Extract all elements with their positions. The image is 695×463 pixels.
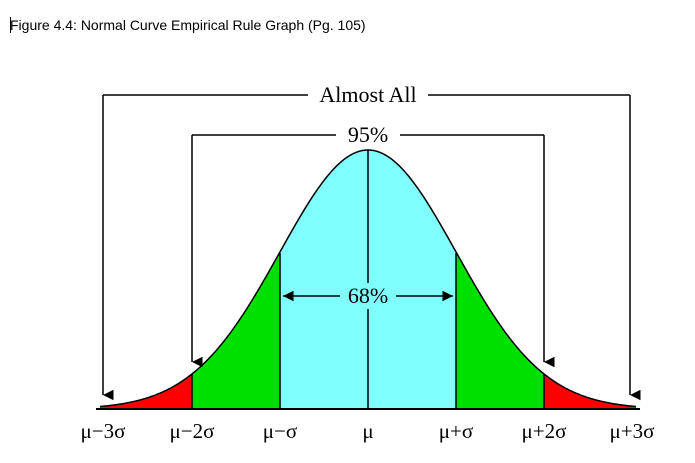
tick-mean: μ [362,419,373,443]
tick-plus-1sd: μ+σ [439,419,473,443]
tick-minus-1sd: μ−σ [263,419,297,443]
almost-all-label: Almost All [319,82,416,107]
tick-plus-3sd: μ+3σ [610,419,655,443]
outer-tail-left [100,373,192,409]
p68-label: 68% [348,283,388,308]
tick-minus-2sd: μ−2σ [170,419,215,443]
p95-label: 95% [348,122,388,147]
figure-caption: Figure 4.4: Normal Curve Empirical Rule … [10,17,366,33]
tick-plus-2sd: μ+2σ [522,419,567,443]
tick-minus-3sd: μ−3σ [81,419,126,443]
text-cursor [10,17,11,33]
outer-tail-right [544,373,636,409]
p68-label-bg [342,283,394,309]
